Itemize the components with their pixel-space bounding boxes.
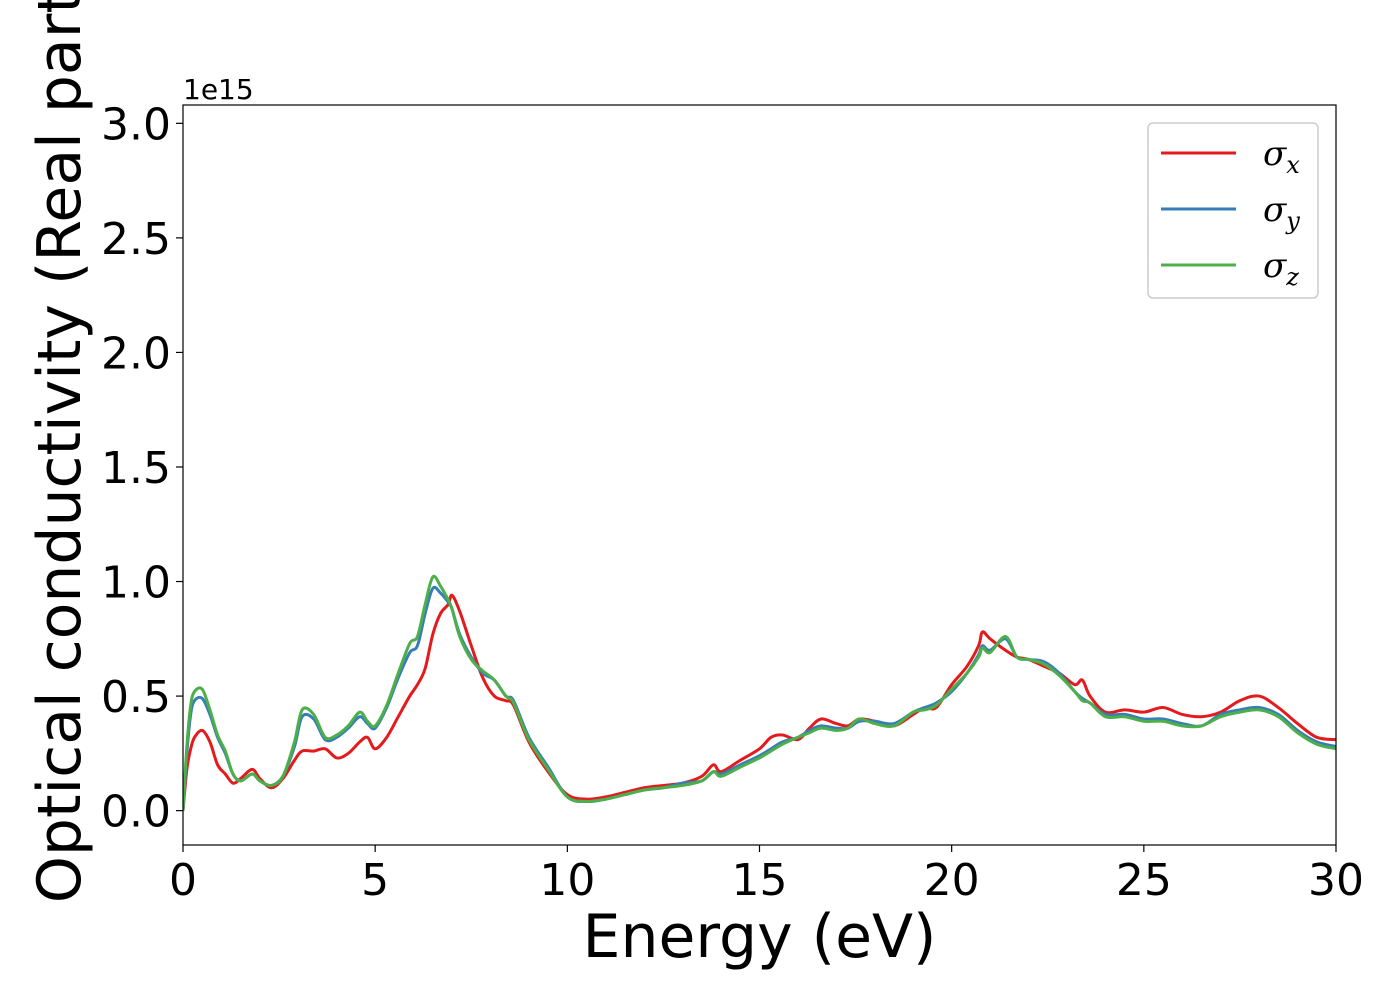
tick-layer: 0 5 10 15 20 25 30 0.0 0.5 1.0 1.5 2.0 2.5 3.0 (101, 99, 1364, 906)
x-axis-label: Energy (eV) (583, 902, 937, 972)
y-tick-label: 1.5 (101, 443, 171, 494)
x-tick-label: 20 (924, 855, 980, 906)
x-tick-label: 10 (539, 855, 595, 906)
y-tick-label: 2.0 (101, 328, 171, 379)
series-line-y (183, 585, 1336, 811)
x-tick-label: 15 (732, 855, 788, 906)
x-tick-label: 25 (1116, 855, 1172, 906)
y-tick-label: 0.5 (101, 672, 171, 723)
y-tick-label: 2.5 (101, 214, 171, 265)
x-tick-label: 30 (1308, 855, 1364, 906)
x-tick-label: 0 (169, 855, 197, 906)
y-tick-label: 1.0 (101, 558, 171, 609)
series-line-x (183, 593, 1336, 811)
y-axis-label: Optical conductivity (Real part) (25, 0, 95, 903)
y-axis-offset-label: 1e15 (183, 73, 254, 106)
series-layer (183, 574, 1336, 811)
y-tick-label: 3.0 (101, 99, 171, 150)
x-tick-label: 5 (361, 855, 389, 906)
y-tick-label: 0.0 (101, 787, 171, 838)
series-line-z (183, 574, 1336, 811)
